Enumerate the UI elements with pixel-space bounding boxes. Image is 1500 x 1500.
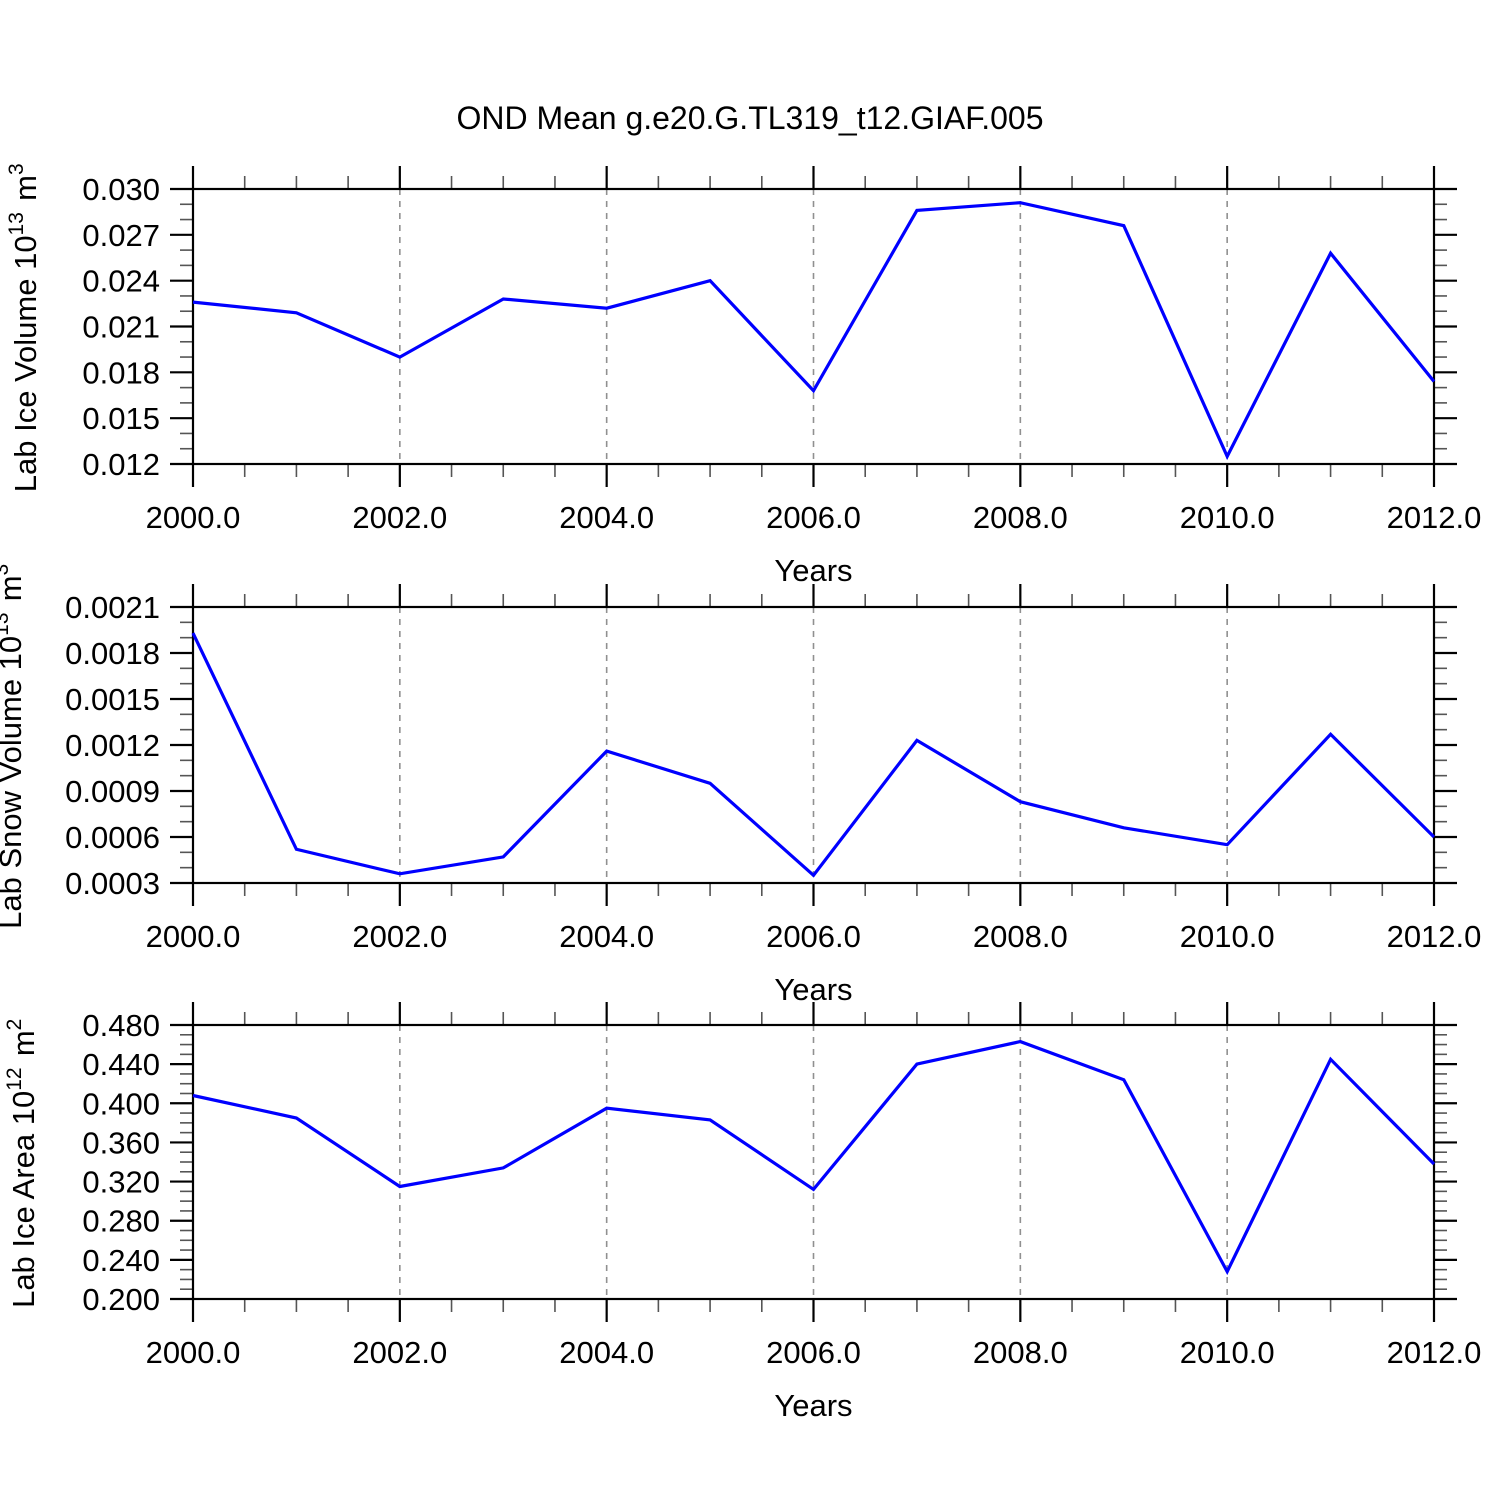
plot-box	[191, 605, 1436, 885]
data-line	[192, 201, 1436, 461]
plot-box	[191, 187, 1436, 466]
x-tick-label: 2008.0	[973, 1335, 1068, 1370]
x-tick-label: 2004.0	[559, 919, 654, 954]
x-tick-label: 2010.0	[1180, 500, 1275, 535]
y-tick-label: 0.320	[82, 1165, 160, 1200]
y-tick-label: 0.0009	[65, 774, 160, 809]
y-tick-label: 0.200	[82, 1282, 160, 1317]
y-tick-label: 0.027	[82, 218, 160, 253]
y-axis-title: Lab Snow Volume 1013 m3	[0, 561, 28, 929]
y-axis-title: Lab Ice Area 1012 m2	[3, 1016, 41, 1308]
data-line	[192, 1039, 1436, 1276]
x-tick-label: 2006.0	[766, 1335, 861, 1370]
x-axis-label-years: Years	[774, 553, 852, 588]
y-tick-label: 0.480	[82, 1008, 160, 1043]
x-tick-label: 2002.0	[352, 1335, 447, 1370]
x-tick-label: 2010.0	[1180, 1335, 1275, 1370]
x-tick-label: 2006.0	[766, 500, 861, 535]
chart-title: OND Mean g.e20.G.TL319_t12.GIAF.005	[457, 100, 1044, 136]
x-tick-label: 2010.0	[1180, 919, 1275, 954]
y-tick-label: 0.0006	[65, 820, 160, 855]
y-tick-label: 0.018	[82, 355, 160, 390]
y-tick-label: 0.280	[82, 1204, 160, 1239]
y-tick-label: 0.030	[82, 172, 160, 207]
x-axis-label-years: Years	[774, 972, 852, 1007]
y-tick-label: 0.400	[82, 1086, 160, 1121]
y-tick-label: 0.0018	[65, 636, 160, 671]
data-line	[191, 632, 1436, 878]
x-tick-label: 2004.0	[559, 500, 654, 535]
x-tick-label: 2002.0	[352, 919, 447, 954]
y-tick-label: 0.240	[82, 1243, 160, 1278]
y-tick-label: 0.0015	[65, 682, 160, 717]
x-tick-label: 2008.0	[973, 919, 1068, 954]
y-tick-label: 0.0003	[65, 866, 160, 901]
y-tick-label: 0.0021	[65, 590, 160, 625]
y-tick-label: 0.0012	[65, 728, 160, 763]
y-tick-label: 0.024	[82, 264, 160, 299]
y-tick-label: 0.440	[82, 1047, 160, 1082]
x-tick-label: 2012.0	[1387, 500, 1482, 535]
y-axis-title: Lab Ice Volume 1013 m3	[5, 161, 43, 492]
x-tick-label: 2000.0	[146, 500, 241, 535]
x-tick-label: 2012.0	[1387, 1335, 1482, 1370]
y-tick-label: 0.012	[82, 447, 160, 482]
x-tick-label: 2006.0	[766, 919, 861, 954]
x-tick-label: 2002.0	[352, 500, 447, 535]
x-axis-label-years: Years	[774, 1388, 852, 1423]
panel-snow-volume: 2000.0 2002.0 2004.0 2006.0 2008.0 2010.0 2012…	[0, 561, 1482, 1007]
y-tick-label: 0.015	[82, 401, 160, 436]
panel-ice-volume: 2000.0 2002.0 2004.0 2006.0 2008.0 2010.0 2012…	[5, 161, 1482, 588]
x-tick-label: 2008.0	[973, 500, 1068, 535]
x-tick-label: 2000.0	[146, 919, 241, 954]
y-tick-label: 0.021	[82, 310, 160, 345]
y-tick-label: 0.360	[82, 1125, 160, 1160]
x-tick-label: 2012.0	[1387, 919, 1482, 954]
x-tick-label: 2004.0	[559, 1335, 654, 1370]
panel-ice-area: 2000.0 2002.0 2004.0 2006.0 2008.0 2010.0 2012…	[3, 1002, 1481, 1423]
x-tick-label: 2000.0	[146, 1335, 241, 1370]
